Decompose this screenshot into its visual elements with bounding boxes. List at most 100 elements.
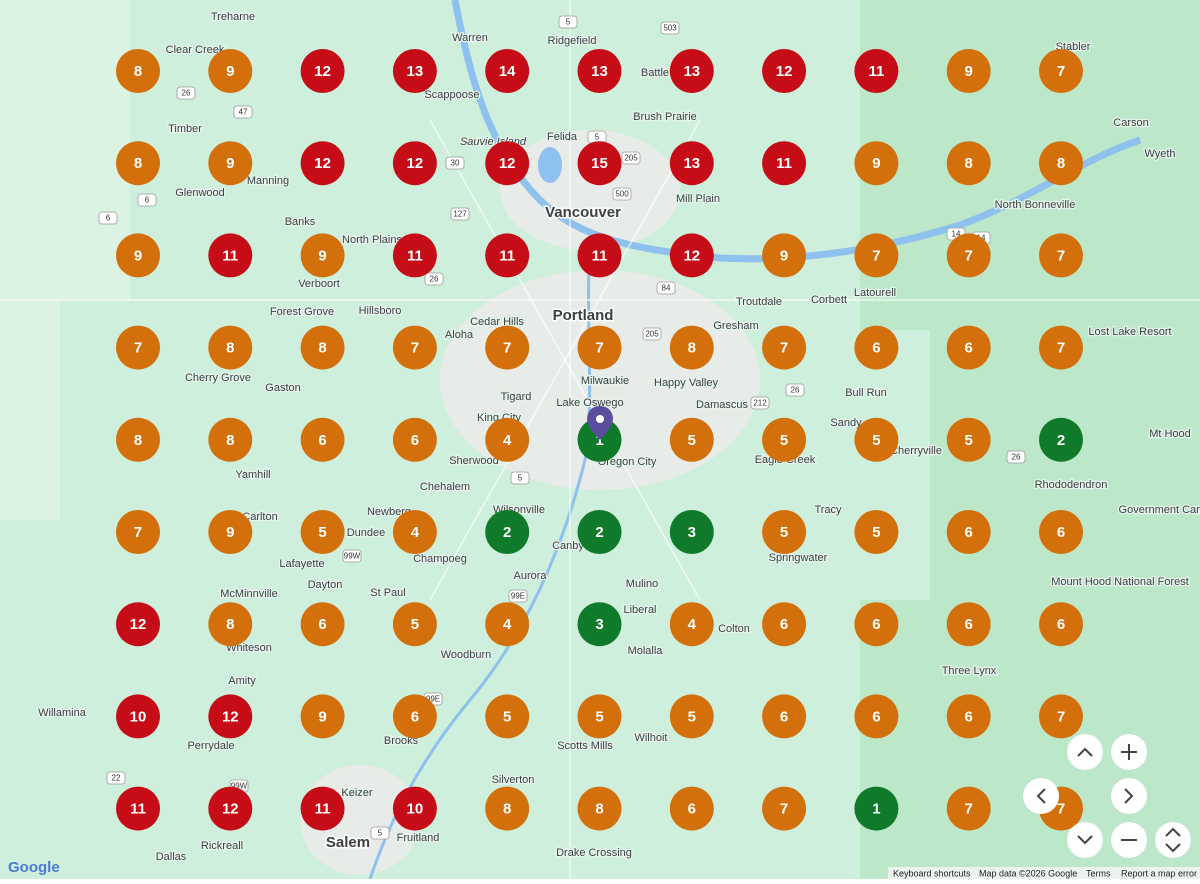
rank-marker[interactable] [1039,49,1083,93]
rank-marker[interactable] [669,325,714,370]
rank-marker[interactable] [762,510,807,554]
zoom-in[interactable] [1111,734,1147,770]
rank-marker[interactable] [392,141,437,186]
rank-marker[interactable] [208,49,253,93]
attribution-link[interactable]: Terms [1086,868,1111,878]
rank-marker[interactable] [577,141,622,186]
rank-marker[interactable] [485,602,530,647]
rank-marker[interactable] [208,786,253,831]
rank-marker[interactable] [669,602,714,647]
rank-marker[interactable] [762,325,807,370]
rank-marker[interactable] [208,141,253,186]
rank-marker[interactable] [300,49,345,93]
rank-marker[interactable] [1039,602,1083,647]
rank-marker[interactable] [577,49,622,93]
rank-marker[interactable] [854,325,899,370]
pan-left[interactable] [1023,778,1059,814]
rank-marker[interactable] [577,325,622,370]
rank-marker[interactable] [762,49,807,93]
rank-marker[interactable] [854,786,899,831]
rank-marker[interactable] [485,510,530,554]
rank-marker[interactable] [300,602,345,647]
rank-marker[interactable] [392,694,437,739]
recenter[interactable] [1155,822,1191,858]
rank-marker[interactable] [577,510,622,554]
rank-marker[interactable] [392,417,437,462]
rank-marker[interactable] [1039,694,1083,739]
rank-marker[interactable] [1039,417,1083,462]
rank-marker[interactable] [208,510,253,554]
rank-marker[interactable] [854,510,899,554]
rank-marker[interactable] [485,233,530,278]
rank-marker[interactable] [116,510,160,554]
rank-marker[interactable] [854,602,899,647]
rank-marker[interactable] [669,694,714,739]
rank-marker[interactable] [300,141,345,186]
rank-marker[interactable] [946,602,991,647]
rank-marker[interactable] [300,510,345,554]
rank-marker[interactable] [1039,233,1083,278]
rank-marker[interactable] [116,233,160,278]
rank-marker[interactable] [392,233,437,278]
rank-marker[interactable] [392,325,437,370]
rank-marker[interactable] [485,325,530,370]
rank-marker[interactable] [946,325,991,370]
rank-marker[interactable] [116,602,160,647]
rank-marker[interactable] [392,786,437,831]
rank-marker[interactable] [208,325,253,370]
rank-marker[interactable] [762,417,807,462]
rank-marker[interactable] [485,49,530,93]
rank-marker[interactable] [1039,325,1083,370]
rank-marker[interactable] [946,510,991,554]
rank-marker[interactable] [392,602,437,647]
rank-marker[interactable] [669,417,714,462]
rank-marker[interactable] [669,510,714,554]
rank-marker[interactable] [854,141,899,186]
rank-marker[interactable] [300,417,345,462]
pan-up[interactable] [1067,734,1103,770]
rank-marker[interactable] [208,602,253,647]
rank-marker[interactable] [300,694,345,739]
rank-marker[interactable] [300,786,345,831]
pan-right[interactable] [1111,778,1147,814]
rank-marker[interactable] [392,510,437,554]
rank-marker[interactable] [485,786,530,831]
rank-marker[interactable] [116,694,160,739]
rank-marker[interactable] [1039,141,1083,186]
attribution-link[interactable]: Report a map error [1121,868,1197,878]
rank-marker[interactable] [116,786,160,831]
rank-marker[interactable] [116,325,160,370]
pan-down[interactable] [1067,822,1103,858]
rank-marker[interactable] [946,49,991,93]
rank-marker[interactable] [946,417,991,462]
rank-marker[interactable] [208,233,253,278]
rank-marker[interactable] [946,694,991,739]
rank-marker[interactable] [392,49,437,93]
rank-marker[interactable] [577,233,622,278]
rank-marker[interactable] [300,325,345,370]
rank-marker[interactable] [116,141,160,186]
rank-marker[interactable] [485,694,530,739]
rank-marker[interactable] [946,233,991,278]
rank-marker[interactable] [762,786,807,831]
rank-marker[interactable] [854,233,899,278]
rank-marker[interactable] [300,233,345,278]
rank-marker[interactable] [485,417,530,462]
attribution-link[interactable]: Keyboard shortcuts [893,868,971,878]
rank-marker[interactable] [762,694,807,739]
rank-marker[interactable] [577,602,622,647]
rank-marker[interactable] [669,786,714,831]
rank-marker[interactable] [1039,510,1083,554]
rank-marker[interactable] [577,417,622,462]
rank-marker[interactable] [854,417,899,462]
rank-marker[interactable] [946,141,991,186]
rank-marker[interactable] [854,694,899,739]
rank-marker[interactable] [208,694,253,739]
rank-marker[interactable] [485,141,530,186]
rank-marker[interactable] [669,233,714,278]
rank-marker[interactable] [854,49,899,93]
rank-marker[interactable] [946,786,991,831]
rank-marker[interactable] [669,141,714,186]
rank-marker[interactable] [762,141,807,186]
rank-marker[interactable] [669,49,714,93]
